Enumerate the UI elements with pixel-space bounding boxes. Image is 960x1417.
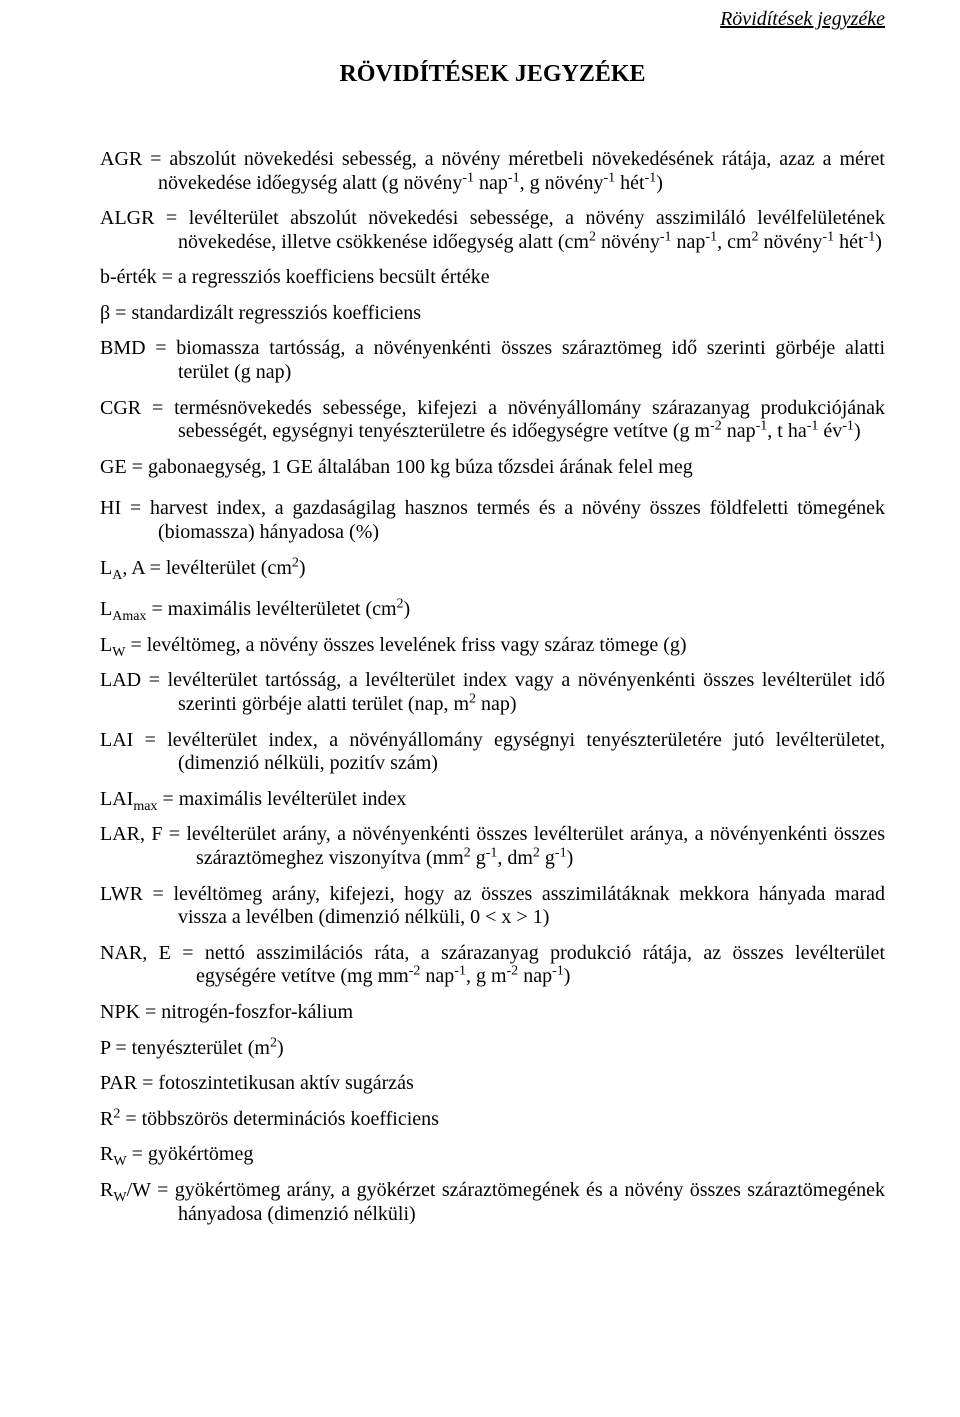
- definition-LA: LA, A = levélterület (cm2): [100, 557, 885, 581]
- definition-LAD: LAD = levélterület tartósság, a levélter…: [100, 669, 885, 716]
- definition-LAmax: LAmax = maximális levélterületet (cm2): [100, 598, 885, 622]
- definition-HI: HI = harvest index, a gazdaságilag haszn…: [100, 497, 885, 544]
- definition-NPK: NPK = nitrogén-foszfor-kálium: [100, 1001, 885, 1025]
- definition-GE: GE = gabonaegység, 1 GE általában 100 kg…: [100, 456, 885, 480]
- definition-CGR: CGR = termésnövekedés sebessége, kifejez…: [100, 397, 885, 444]
- definition-NAR: NAR, E = nettó asszimilációs ráta, a szá…: [100, 942, 885, 989]
- definition-LAImax: LAImax = maximális levélterület index: [100, 788, 885, 812]
- definition-beta: β = standardizált regressziós koefficien…: [100, 302, 885, 326]
- definition-b-ertek: b-érték = a regressziós koefficiens becs…: [100, 266, 885, 290]
- definition-LWR: LWR = levéltömeg arány, kifejezi, hogy a…: [100, 883, 885, 930]
- definition-AGR: AGR = abszolút növekedési sebesség, a nö…: [100, 148, 885, 195]
- definition-LAI: LAI = levélterület index, a növényállomá…: [100, 729, 885, 776]
- definition-LW: LW = levéltömeg, a növény összes levelén…: [100, 634, 885, 658]
- definition-R2: R2 = többszörös determinációs koefficien…: [100, 1108, 885, 1132]
- page-title: RÖVIDÍTÉSEK JEGYZÉKE: [100, 60, 885, 88]
- document-page: Rövidítések jegyzéke RÖVIDÍTÉSEK JEGYZÉK…: [0, 0, 960, 1417]
- definition-P: P = tenyészterület (m2): [100, 1037, 885, 1061]
- definitions-list: AGR = abszolút növekedési sebesség, a nö…: [100, 148, 885, 1226]
- definition-RW: RW = gyökértömeg: [100, 1143, 885, 1167]
- definition-PAR: PAR = fotoszintetikusan aktív sugárzás: [100, 1072, 885, 1096]
- definition-RWW: RW/W = gyökértömeg arány, a gyökérzet sz…: [100, 1179, 885, 1226]
- definition-ALGR: ALGR = levélterület abszolút növekedési …: [100, 207, 885, 254]
- definition-BMD: BMD = biomassza tartósság, a növényenkén…: [100, 337, 885, 384]
- definition-LAR: LAR, F = levélterület arány, a növényenk…: [100, 823, 885, 870]
- running-header: Rövidítések jegyzéke: [100, 8, 885, 32]
